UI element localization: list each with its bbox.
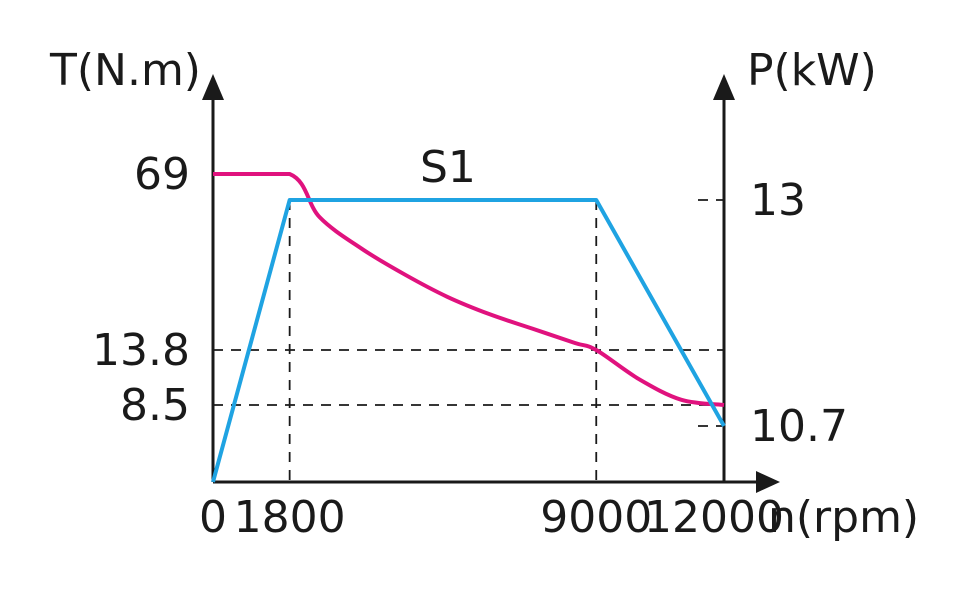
axes xyxy=(202,74,780,493)
y-right-tick-label: 13 xyxy=(750,175,806,226)
y-right-tick-label: 10.7 xyxy=(750,401,848,452)
y-left-tick-label: 13.8 xyxy=(92,325,190,376)
x-tick-label: 9000 xyxy=(540,492,652,543)
series-layer xyxy=(211,172,726,483)
labels: T(N.m) P(kW) S1 n(rpm) xyxy=(49,45,919,543)
x-axis-label: n(rpm) xyxy=(768,492,919,543)
x-tick-label: 12000 xyxy=(644,492,784,543)
y-left-tick-label: 8.5 xyxy=(120,380,190,431)
y-right-arrow-icon xyxy=(713,74,735,100)
y-left-arrow-icon xyxy=(202,74,224,100)
x-tick-label: 0 xyxy=(199,492,227,543)
x-arrow-icon xyxy=(756,471,780,493)
torque-curve xyxy=(213,172,725,407)
y-left-tick-label: 69 xyxy=(134,149,190,200)
y-right-axis-label: P(kW) xyxy=(747,45,877,96)
guide-lines xyxy=(213,199,724,482)
s1-annotation: S1 xyxy=(420,142,476,193)
x-tick-label: 1800 xyxy=(234,492,346,543)
y-left-axis-label: T(N.m) xyxy=(49,45,201,96)
power-curve xyxy=(211,198,726,483)
